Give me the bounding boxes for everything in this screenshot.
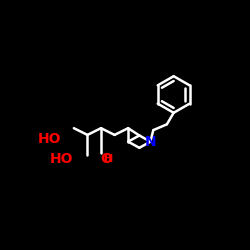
Text: O: O xyxy=(100,152,112,166)
Text: HO: HO xyxy=(38,132,61,146)
Text: H: H xyxy=(104,154,114,164)
Text: N: N xyxy=(144,135,156,149)
Text: HO: HO xyxy=(50,152,73,166)
